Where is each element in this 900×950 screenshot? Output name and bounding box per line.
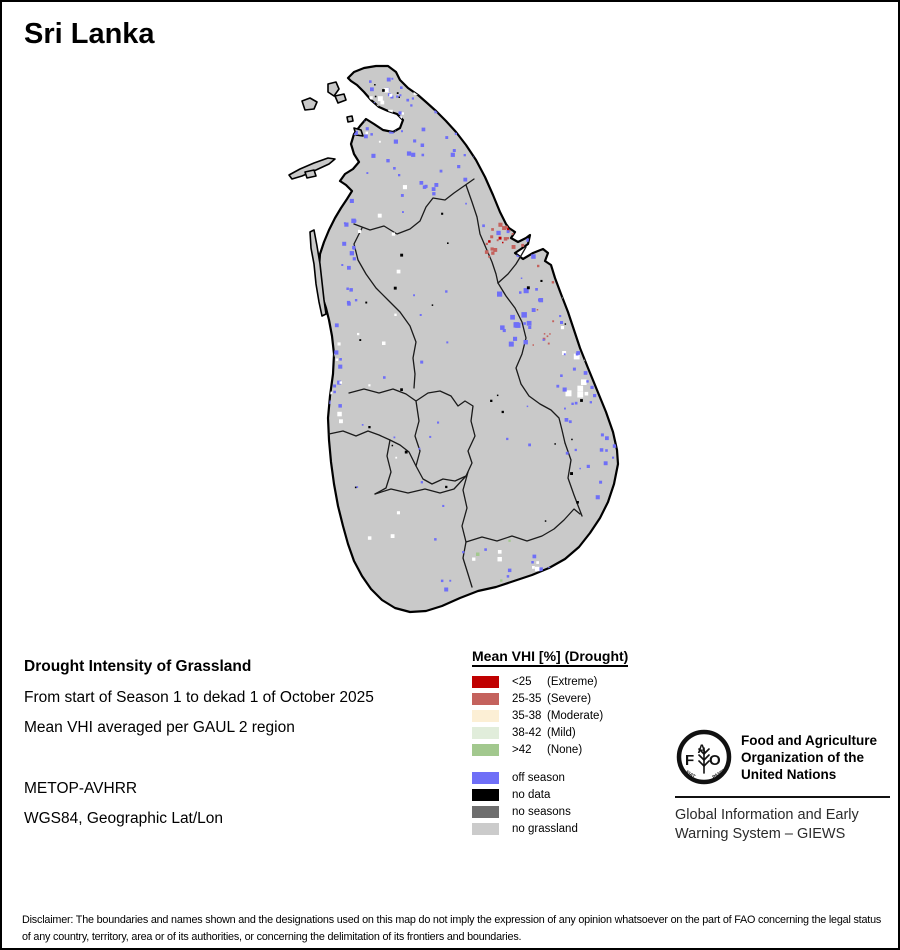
map-subject-title: Drought Intensity of Grassland (24, 658, 252, 675)
legend-qualifier: (Mild) (547, 726, 576, 739)
map-period-text: From start of Season 1 to dekad 1 of Oct… (24, 689, 374, 706)
legend-label: no grassland (512, 822, 578, 835)
fao-org-name: Food and Agriculture Organization of the… (741, 733, 877, 782)
legend-row: <25 (Extreme) (472, 673, 672, 690)
legend-swatch (472, 675, 499, 688)
fao-divider (675, 796, 890, 798)
legend-range: <25 (512, 675, 532, 688)
legend-row: 25-35 (Severe) (472, 690, 672, 707)
legend-status-list: off season no data no seasons no grassland (472, 769, 672, 837)
legend-gap (472, 758, 672, 769)
legend-swatch (472, 709, 499, 722)
map-method-text: Mean VHI averaged per GAUL 2 region (24, 719, 295, 736)
projection-text: WGS84, Geographic Lat/Lon (24, 810, 224, 827)
legend-row: no grassland (472, 820, 672, 837)
legend-row: off season (472, 769, 672, 786)
legend-swatch (472, 788, 499, 801)
legend-row: >42 (None) (472, 741, 672, 758)
legend-qualifier: (Severe) (547, 692, 592, 705)
legend-swatch (472, 692, 499, 705)
legend-range: 35-38 (512, 709, 542, 722)
fao-motto-fiat: FIAT (685, 769, 696, 779)
page-title: Sri Lanka (24, 18, 155, 50)
legend-swatch (472, 743, 499, 756)
legend-title: Mean VHI [%] (Drought) (472, 648, 629, 667)
svg-text:F: F (685, 752, 694, 769)
sensor-text: METOP-AVHRR (24, 780, 138, 797)
svg-text:O: O (709, 752, 721, 769)
legend-label: no data (512, 788, 551, 801)
legend-qualifier: (Moderate) (547, 709, 604, 722)
legend-swatch (472, 805, 499, 818)
legend-row: 35-38 (Moderate) (472, 707, 672, 724)
fao-logo-icon: F A O FIAT PANIS (676, 729, 732, 785)
legend-range: >42 (512, 743, 532, 756)
legend-swatch (472, 822, 499, 835)
legend-swatch (472, 726, 499, 739)
legend-range: 38-42 (512, 726, 542, 739)
offshore-islets (288, 81, 364, 317)
legend-label: off season (512, 771, 565, 784)
legend: Mean VHI [%] (Drought) <25 (Extreme) 25-35… (472, 648, 672, 837)
legend-qualifier: (Extreme) (547, 675, 598, 688)
fao-motto-panis: PANIS (711, 768, 725, 780)
fao-block: F A O FIAT PANIS Food and Agriculture Or… (675, 728, 891, 844)
legend-label: no seasons (512, 805, 571, 818)
svg-text:A: A (698, 742, 707, 756)
legend-row: no seasons (472, 803, 672, 820)
legend-drought-list: <25 (Extreme) 25-35 (Severe) 35-38 (Moderate)… (472, 673, 672, 758)
legend-qualifier: (None) (547, 743, 583, 756)
legend-row: no data (472, 786, 672, 803)
legend-row: 38-42 (Mild) (472, 724, 672, 741)
legend-swatch (472, 771, 499, 784)
legend-range: 25-35 (512, 692, 542, 705)
disclaimer-text: Disclaimer: The boundaries and names sho… (22, 914, 882, 943)
giews-label: Global Information and Early Warning Sys… (675, 807, 859, 842)
island-landmass (288, 64, 620, 614)
